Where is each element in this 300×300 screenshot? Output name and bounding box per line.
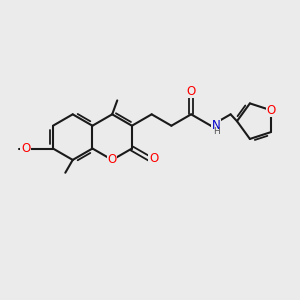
Text: N: N: [212, 119, 220, 132]
Text: O: O: [187, 85, 196, 98]
Text: M: M: [120, 92, 121, 93]
Text: H: H: [213, 127, 220, 136]
Text: O: O: [21, 142, 30, 155]
Text: O: O: [108, 153, 117, 167]
Text: O: O: [266, 104, 275, 117]
Text: O: O: [149, 152, 158, 165]
